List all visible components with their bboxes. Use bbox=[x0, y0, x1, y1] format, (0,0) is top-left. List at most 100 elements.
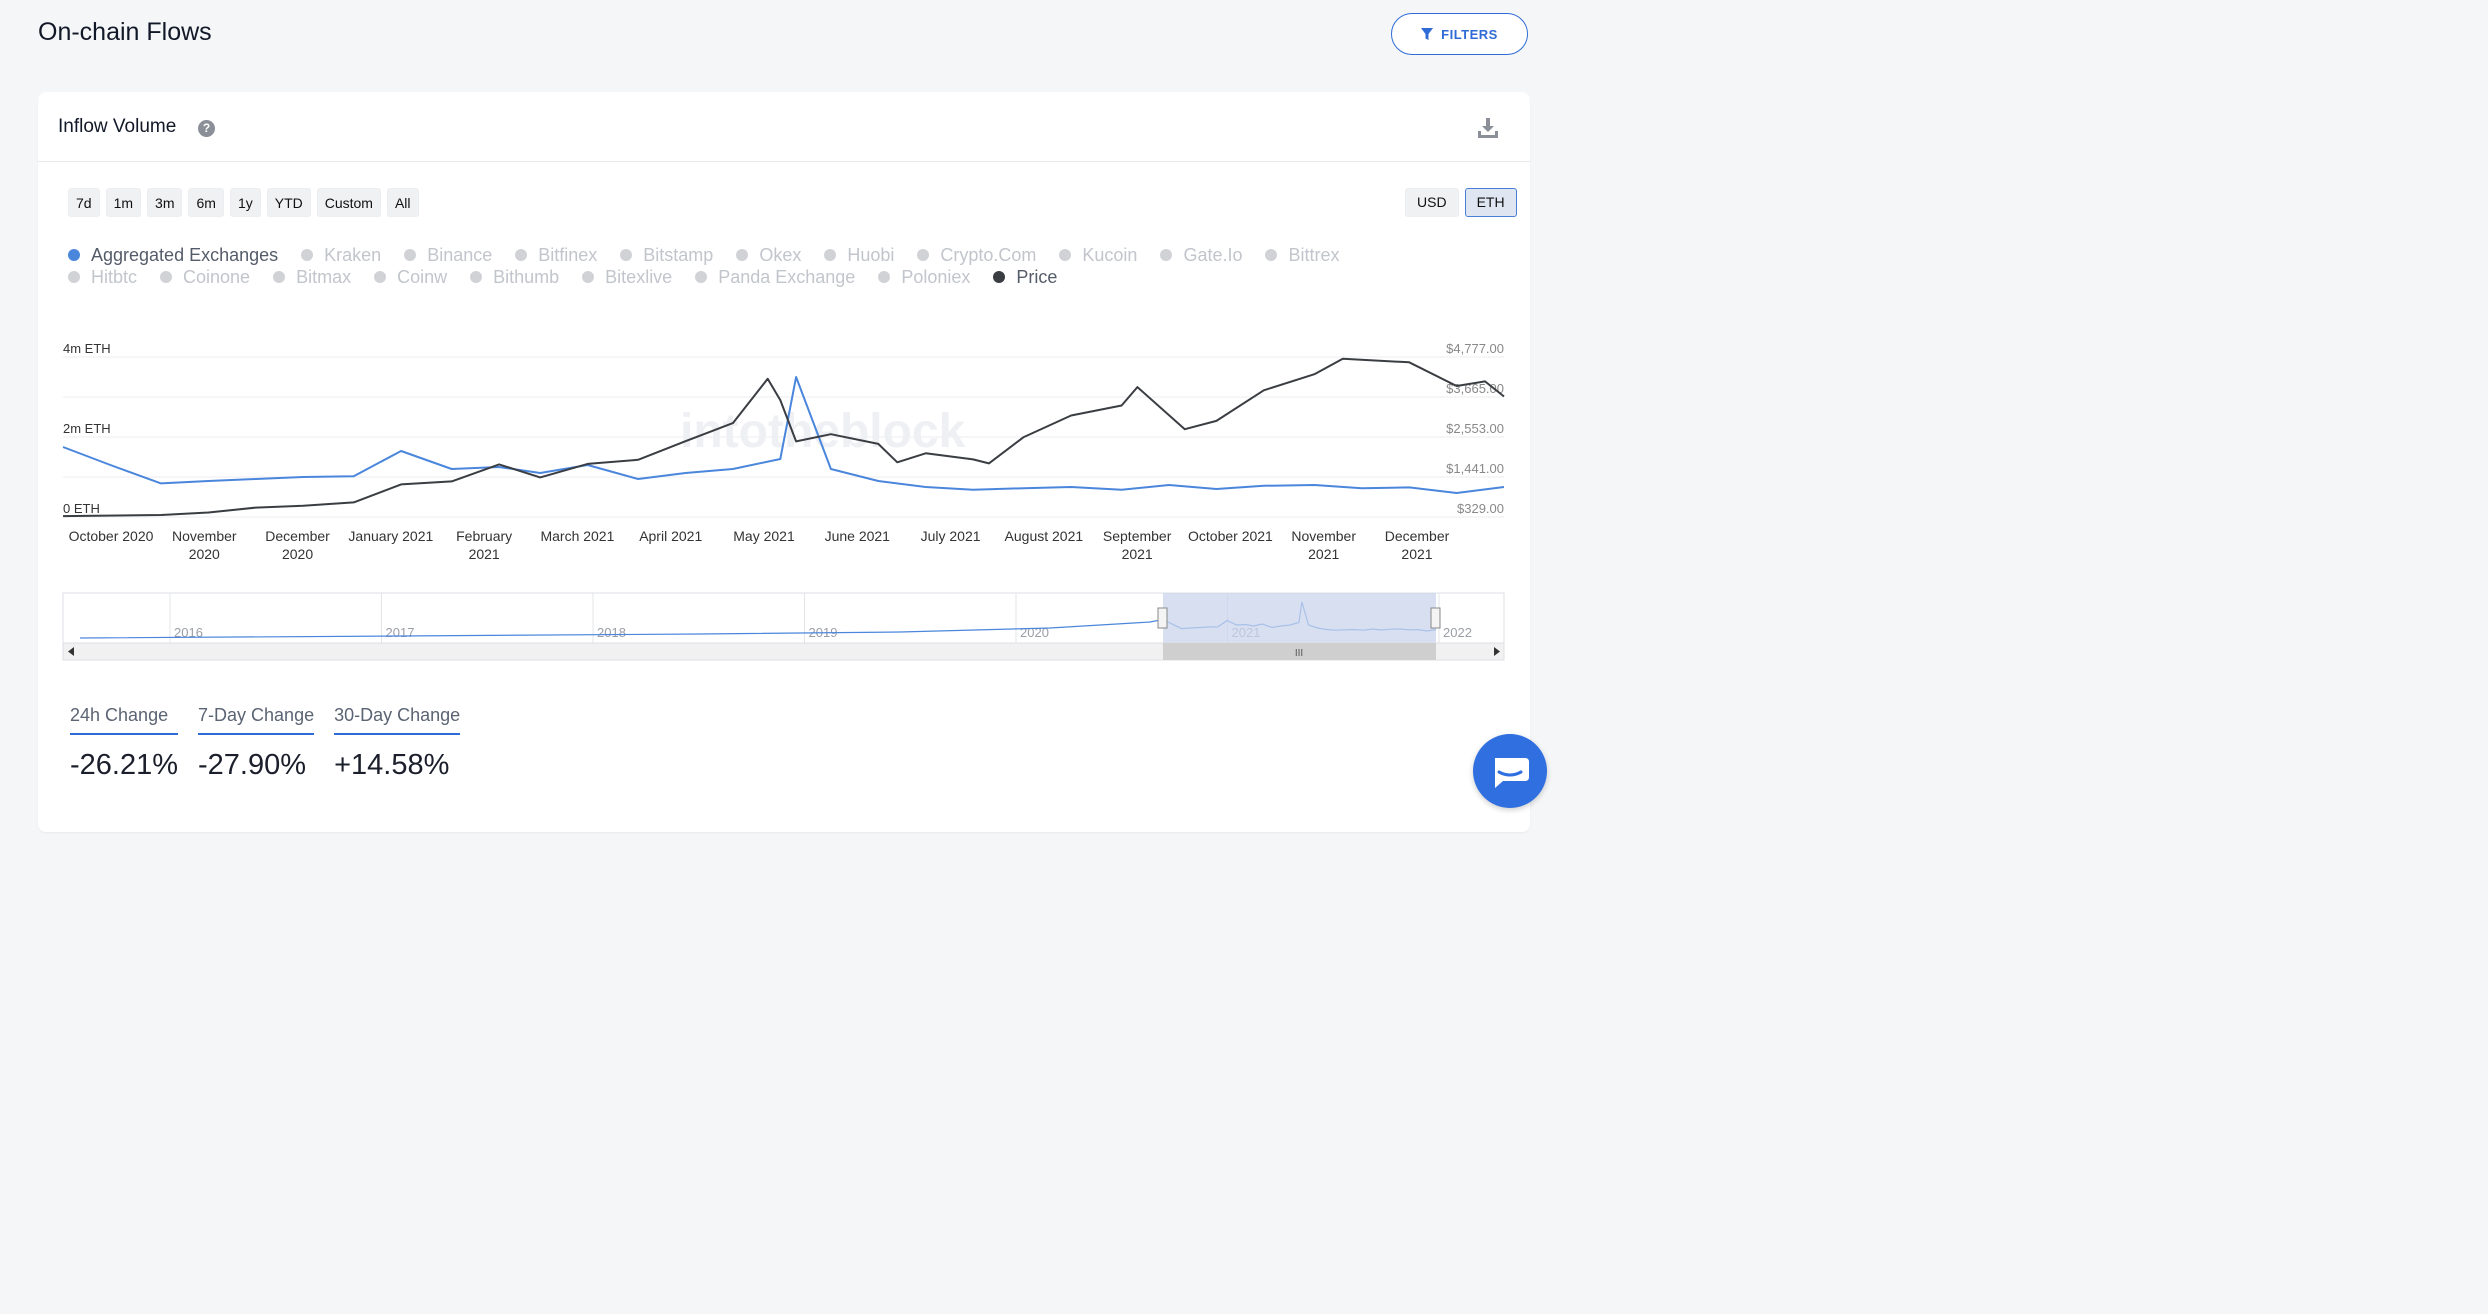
stat-value: +14.58% bbox=[334, 749, 450, 781]
range-button-6m[interactable]: 6m bbox=[188, 188, 224, 217]
legend-item-huobi[interactable]: Huobi bbox=[824, 245, 894, 266]
x-axis-label: 2021 bbox=[1308, 546, 1339, 562]
legend-label: Huobi bbox=[847, 244, 895, 265]
legend-label: Bitexlive bbox=[605, 266, 673, 287]
x-axis-label: December bbox=[1385, 528, 1450, 544]
card-header: Inflow Volume ? bbox=[38, 92, 1530, 162]
legend-dot bbox=[470, 271, 483, 283]
x-axis-label: 2021 bbox=[469, 546, 500, 562]
range-button-ytd[interactable]: YTD bbox=[266, 188, 311, 217]
navigator-year-label: 2017 bbox=[386, 625, 415, 640]
x-axis-label: January 2021 bbox=[348, 528, 433, 544]
legend-dot bbox=[1265, 249, 1278, 261]
legend-dot bbox=[68, 271, 80, 283]
legend-label: Okex bbox=[759, 244, 802, 265]
series-line-price bbox=[62, 357, 1505, 518]
x-axis-label: October 2021 bbox=[1188, 528, 1273, 544]
x-axis-label: 2021 bbox=[1401, 546, 1432, 562]
legend-label: Panda Exchange bbox=[718, 266, 856, 287]
legend-dot bbox=[1160, 249, 1173, 261]
navigator[interactable]: 2016201720182019202020212022III bbox=[62, 592, 1505, 661]
legend-item-bitfinex[interactable]: Bitfinex bbox=[515, 245, 597, 266]
legend-label: Price bbox=[1016, 266, 1058, 287]
change-stats: 24h Change -26.21% 7-Day Change -27.90% 30-D… bbox=[70, 705, 480, 782]
time-range-selector: 7d 1m 3m 6m 1y YTD Custom All bbox=[68, 188, 419, 217]
x-axis-label: July 2021 bbox=[921, 528, 981, 544]
legend-label: Kraken bbox=[324, 244, 382, 265]
legend-label: Bittrex bbox=[1288, 244, 1340, 265]
legend-item-crypto-com[interactable]: Crypto.Com bbox=[917, 245, 1036, 266]
legend-item-price[interactable]: Price bbox=[993, 267, 1057, 288]
legend-item-aggregated-exchanges[interactable]: Aggregated Exchanges bbox=[68, 245, 278, 266]
legend-item-bitmax[interactable]: Bitmax bbox=[273, 267, 351, 288]
filters-label: FILTERS bbox=[1441, 26, 1498, 42]
legend-label: Bitfinex bbox=[538, 244, 598, 265]
left-axis-label: 4m ETH bbox=[63, 341, 111, 356]
legend-item-coinw[interactable]: Coinw bbox=[374, 267, 447, 288]
x-axis-label: 2020 bbox=[282, 546, 313, 562]
navigator-handle-left bbox=[1157, 607, 1168, 629]
legend-label: Poloniex bbox=[901, 266, 971, 287]
legend-item-kucoin[interactable]: Kucoin bbox=[1059, 245, 1137, 266]
legend-item-gate-io[interactable]: Gate.Io bbox=[1160, 245, 1242, 266]
range-button-3m[interactable]: 3m bbox=[147, 188, 183, 217]
filters-button[interactable]: FILTERS bbox=[1391, 13, 1528, 55]
range-button-all[interactable]: All bbox=[386, 188, 419, 217]
legend-dot bbox=[404, 249, 417, 261]
range-button-custom[interactable]: Custom bbox=[316, 188, 381, 217]
legend-dot bbox=[515, 249, 528, 261]
legend-dot bbox=[824, 249, 837, 261]
help-icon[interactable]: ? bbox=[198, 120, 215, 137]
range-button-1m[interactable]: 1m bbox=[105, 188, 142, 217]
legend-item-bitstamp[interactable]: Bitstamp bbox=[620, 245, 713, 266]
currency-button-usd[interactable]: USD bbox=[1405, 188, 1459, 217]
stat-label[interactable]: 24h Change bbox=[70, 705, 179, 735]
stat-label[interactable]: 30-Day Change bbox=[334, 705, 461, 735]
legend-label: Kucoin bbox=[1082, 244, 1138, 265]
page-title: On-chain Flows bbox=[38, 18, 212, 46]
scrollbar-track bbox=[62, 642, 1505, 661]
legend-item-bitexlive[interactable]: Bitexlive bbox=[582, 267, 672, 288]
legend-dot bbox=[582, 271, 595, 283]
legend-item-binance[interactable]: Binance bbox=[404, 245, 492, 266]
legend-dot bbox=[68, 249, 80, 261]
x-axis-label: October 2020 bbox=[69, 528, 154, 544]
legend-label: Coinone bbox=[183, 266, 251, 287]
legend-dot bbox=[917, 249, 930, 261]
x-axis-label: 2020 bbox=[189, 546, 220, 562]
legend-label: Coinw bbox=[397, 266, 448, 287]
chat-icon bbox=[1495, 758, 1529, 788]
right-axis-label: $1,441.00 bbox=[1446, 461, 1504, 476]
range-button-1y[interactable]: 1y bbox=[229, 188, 261, 217]
x-axis-label: March 2021 bbox=[540, 528, 614, 544]
legend-dot bbox=[878, 271, 891, 283]
navigator-selection bbox=[1163, 593, 1436, 643]
scroll-left-arrow-icon bbox=[68, 647, 74, 656]
left-axis-label: 2m ETH bbox=[63, 421, 111, 436]
x-axis-label: November bbox=[1291, 528, 1356, 544]
series-layer bbox=[62, 357, 1505, 518]
stat-label[interactable]: 7-Day Change bbox=[198, 705, 315, 735]
legend-label: Bithumb bbox=[493, 266, 560, 287]
legend-item-panda-exchange[interactable]: Panda Exchange bbox=[695, 267, 855, 288]
currency-button-eth[interactable]: ETH bbox=[1464, 188, 1517, 217]
download-icon[interactable] bbox=[1476, 116, 1500, 140]
legend-item-bittrex[interactable]: Bittrex bbox=[1265, 244, 1340, 266]
legend-item-okex[interactable]: Okex bbox=[736, 245, 801, 266]
legend-item-poloniex[interactable]: Poloniex bbox=[878, 267, 970, 288]
legend-item-coinone[interactable]: Coinone bbox=[160, 267, 250, 288]
range-button-7d[interactable]: 7d bbox=[68, 188, 100, 217]
right-axis: $4,777.00$3,665.00$2,553.00$1,441.00$329… bbox=[1446, 341, 1504, 516]
legend-item-hitbtc[interactable]: Hitbtc bbox=[68, 267, 137, 288]
navigator-year-label: 2018 bbox=[597, 625, 626, 640]
legend-dot bbox=[736, 249, 749, 261]
scroll-right-arrow-icon bbox=[1494, 647, 1500, 656]
legend-item-kraken[interactable]: Kraken bbox=[301, 245, 381, 266]
currency-selector: USD ETH bbox=[1405, 188, 1517, 217]
legend-item-bithumb[interactable]: Bithumb bbox=[470, 267, 559, 288]
scrollbar-grip: III bbox=[1295, 648, 1303, 659]
legend-label: Bitstamp bbox=[643, 244, 714, 265]
chat-button[interactable] bbox=[1473, 734, 1547, 808]
left-axis-label: 0 ETH bbox=[63, 501, 100, 516]
